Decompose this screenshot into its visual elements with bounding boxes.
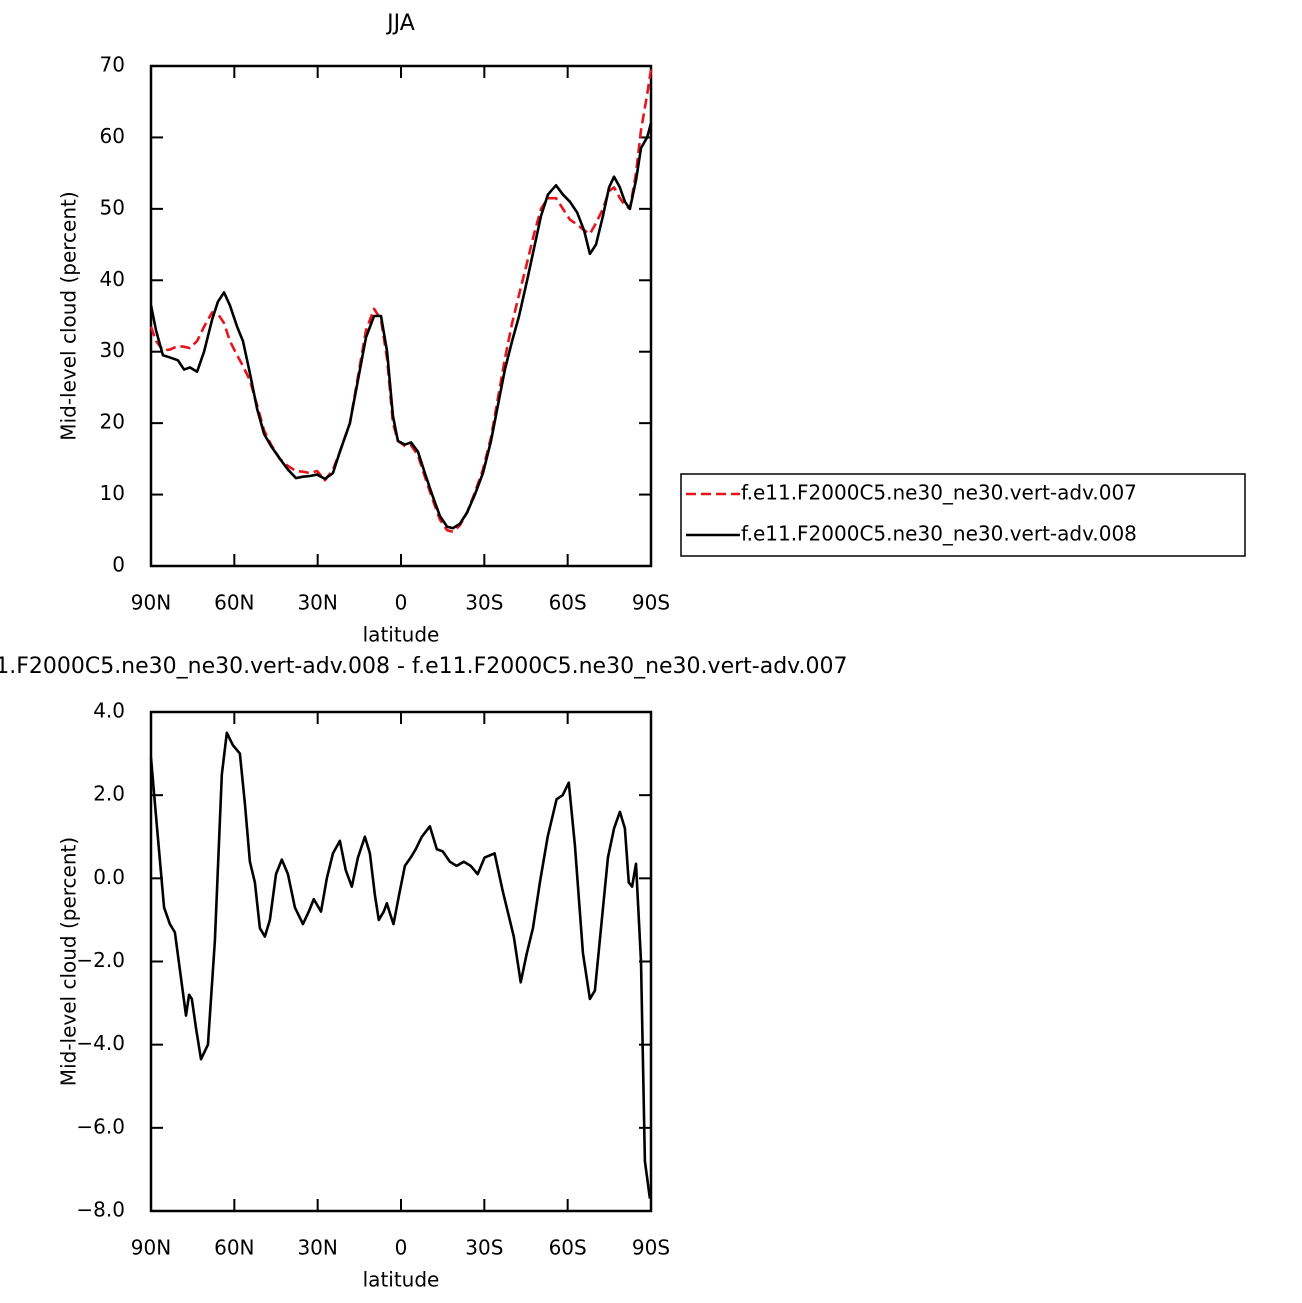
x-tick-label: 60S — [549, 1236, 587, 1260]
y-tick-label: 0 — [112, 553, 125, 577]
y-tick-label: 30 — [100, 338, 125, 362]
legend-box — [680, 473, 1246, 557]
data-line — [149, 731, 652, 1199]
x-tick-label: 30S — [465, 591, 503, 615]
y-tick-label: −2.0 — [76, 948, 125, 972]
data-line — [149, 122, 653, 530]
x-tick-label: 0 — [395, 591, 408, 615]
legend-label: f.e11.F2000C5.ne30_ne30.vert-adv.008 — [741, 522, 1137, 546]
y-tick-label: −8.0 — [76, 1198, 125, 1222]
y-axis-label: Mid-level cloud (percent) — [57, 837, 81, 1086]
y-tick-label: −6.0 — [76, 1114, 125, 1138]
chart-title: f.e11.F2000C5.ne30_ne30.vert-adv.008 - f… — [0, 654, 847, 679]
y-tick-label: 60 — [100, 124, 125, 148]
y-tick-label: 2.0 — [93, 782, 125, 806]
chart-title: JJA — [385, 11, 415, 36]
y-tick-label: −4.0 — [76, 1031, 125, 1055]
x-tick-label: 30S — [465, 1236, 503, 1260]
x-tick-label: 90S — [632, 591, 670, 615]
legend-label: f.e11.F2000C5.ne30_ne30.vert-adv.007 — [741, 481, 1137, 505]
x-tick-label: 60N — [214, 1236, 254, 1260]
plot-frame — [149, 64, 653, 568]
x-tick-label: 90N — [131, 591, 171, 615]
y-tick-label: 4.0 — [93, 699, 125, 723]
x-tick-label: 30N — [297, 1236, 337, 1260]
x-tick-label: 90N — [131, 1236, 171, 1260]
y-tick-label: 10 — [100, 481, 125, 505]
x-tick-label: 0 — [395, 1236, 408, 1260]
y-tick-label: 40 — [100, 267, 125, 291]
y-tick-label: 20 — [100, 410, 125, 434]
x-tick-label: 60S — [549, 591, 587, 615]
y-tick-label: 50 — [100, 195, 125, 219]
data-line — [149, 69, 653, 534]
x-tick-label: 90S — [632, 1236, 670, 1260]
x-tick-label: 60N — [214, 591, 254, 615]
legend: f.e11.F2000C5.ne30_ne30.vert-adv.007 f.e1… — [680, 473, 1246, 557]
y-tick-label: 70 — [100, 53, 125, 77]
x-axis-label: latitude — [363, 623, 440, 647]
y-axis-label: Mid-level cloud (percent) — [57, 191, 81, 440]
x-axis-label: latitude — [363, 1268, 440, 1292]
plot-frame — [149, 710, 653, 1213]
y-tick-label: 0.0 — [93, 865, 125, 889]
x-tick-label: 30N — [297, 591, 337, 615]
